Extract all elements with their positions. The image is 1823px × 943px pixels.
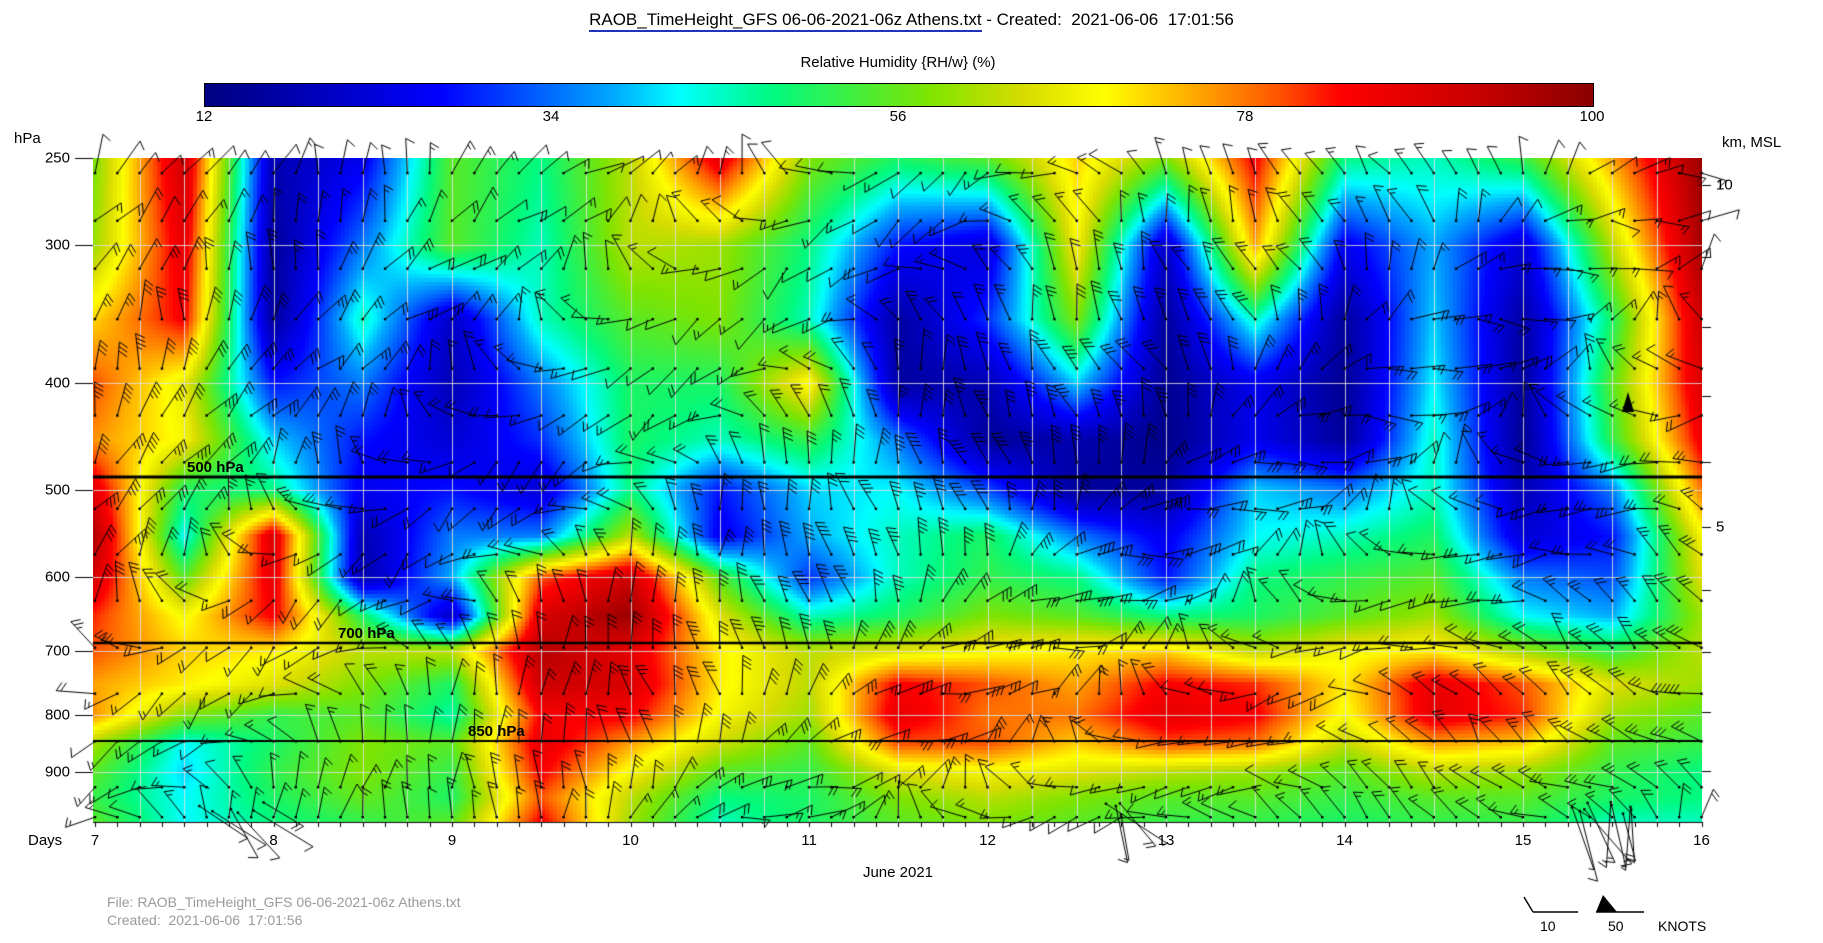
refline-label-850: 850 hPa (468, 723, 525, 740)
day-tick-8: 8 (269, 832, 278, 849)
height-tick-5km: 5 (1716, 518, 1725, 536)
refline-label-500: 500 hPa (187, 459, 244, 476)
day-tick-13: 13 (1157, 832, 1175, 849)
day-tick-11: 11 (801, 832, 817, 849)
day-tick-15: 15 (1514, 832, 1532, 849)
title-created: - Created: 2021-06-06 17:01:56 (981, 10, 1234, 29)
barb-legend-knots: KNOTS (1658, 918, 1707, 934)
pressure-tick-900: 900 (44, 763, 70, 781)
barb-legend-glyphs (1523, 895, 1644, 913)
pressure-tick-400: 400 (44, 374, 70, 392)
colorbar-tick-100: 100 (1579, 108, 1605, 125)
day-tick-10: 10 (622, 832, 639, 849)
barb-legend-50: 50 (1608, 918, 1624, 934)
day-tick-16: 16 (1693, 832, 1710, 849)
refline-label-700: 700 hPa (338, 625, 395, 642)
colorbar-title: Relative Humidity {RH/w} (%) (800, 54, 996, 71)
pressure-tick-300: 300 (44, 236, 70, 254)
pressure-tick-700: 700 (44, 642, 70, 660)
title-filename: RAOB_TimeHeight_GFS 06-06-2021-06z Athen… (589, 10, 982, 32)
pressure-tick-250: 250 (44, 149, 70, 167)
file-info-file-line: File: RAOB_TimeHeight_GFS 06-06-2021-06z… (107, 894, 461, 910)
colorbar-tick-56: 56 (889, 108, 907, 125)
barb-legend-10: 10 (1540, 918, 1556, 934)
days-axis-caption: Days (28, 832, 63, 849)
pressure-tick-500: 500 (44, 481, 70, 499)
colorbar-gradient (204, 83, 1594, 107)
colorbar-tick-12: 12 (195, 108, 213, 125)
day-tick-12: 12 (979, 832, 996, 849)
pressure-tick-800: 800 (44, 706, 70, 724)
file-info: File: RAOB_TimeHeight_GFS 06-06-2021-06z… (107, 893, 461, 929)
left-axis-unit-label: hPa (14, 130, 41, 147)
day-tick-7: 7 (90, 832, 100, 849)
height-tick-10km: 10 (1716, 176, 1733, 194)
month-axis-caption: June 2021 (862, 864, 934, 881)
file-info-created-line: Created: 2021-06-06 17:01:56 (107, 912, 303, 928)
wind-barb-legend: 10 50 KNOTS (1510, 893, 1810, 938)
day-tick-9: 9 (447, 832, 457, 849)
colorbar-tick-34: 34 (542, 108, 560, 125)
page-title: RAOB_TimeHeight_GFS 06-06-2021-06z Athen… (0, 10, 1823, 32)
rh-heatmap-canvas (93, 158, 1702, 822)
right-axis-unit-label: km, MSL (1722, 134, 1782, 151)
pressure-tick-600: 600 (44, 568, 70, 586)
colorbar-tick-78: 78 (1236, 108, 1254, 125)
day-tick-14: 14 (1336, 832, 1353, 849)
